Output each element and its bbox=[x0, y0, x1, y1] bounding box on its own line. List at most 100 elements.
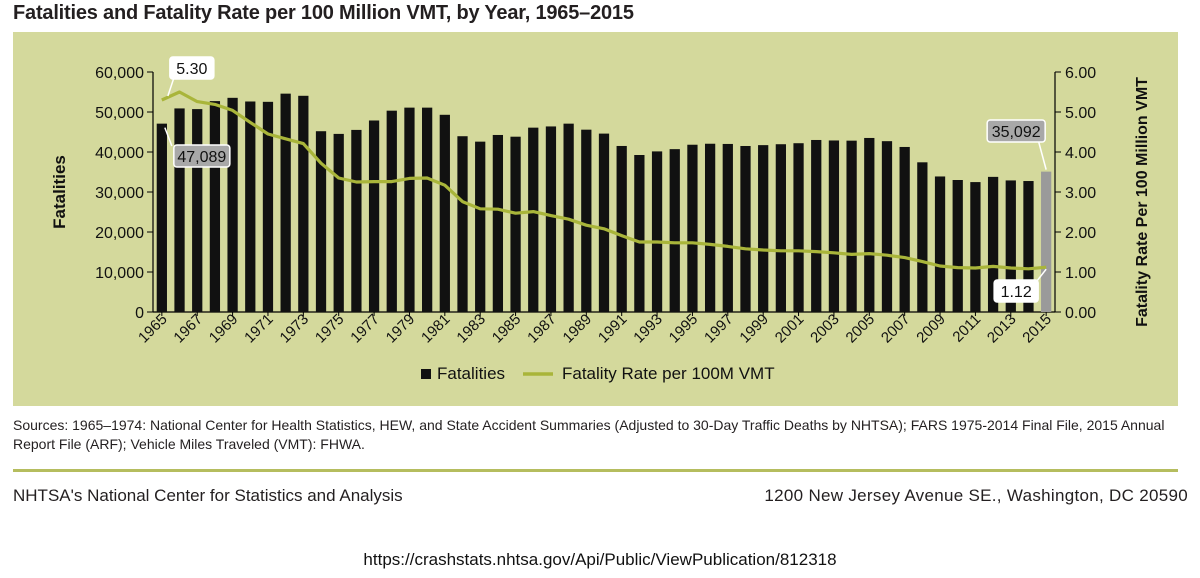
y2-axis-title: Fatality Rate Per 100 Million VMT bbox=[1134, 77, 1151, 327]
callout-leader bbox=[164, 127, 173, 147]
x-tick-label: 1991 bbox=[595, 311, 631, 347]
y-axis-title: Fatalities bbox=[50, 155, 69, 229]
bar-1968 bbox=[209, 101, 221, 312]
annotation-1965-rate: 5.30 bbox=[176, 61, 207, 78]
annotation-2015-fatalities: 35,092 bbox=[992, 124, 1041, 141]
chart-title: Fatalities and Fatality Rate per 100 Mil… bbox=[13, 2, 634, 24]
bar-2006 bbox=[881, 141, 893, 312]
x-tick-label: 1989 bbox=[560, 311, 596, 347]
rate-line bbox=[161, 90, 1047, 271]
footer-organization: NHTSA's National Center for Statistics a… bbox=[13, 486, 403, 505]
x-tick-label: 1975 bbox=[312, 311, 348, 347]
bar-1981 bbox=[439, 114, 450, 313]
bar-2001 bbox=[793, 143, 804, 312]
bar-1971 bbox=[262, 101, 274, 312]
x-tick-label: 1967 bbox=[170, 311, 206, 347]
x-tick-label: 1973 bbox=[277, 311, 313, 347]
y-tick-label: 40,000 bbox=[95, 145, 144, 162]
y2-tick-label: 0.00 bbox=[1065, 305, 1096, 322]
x-tick-label: 2015 bbox=[1019, 311, 1055, 347]
callout-leader bbox=[1037, 139, 1047, 170]
x-tick-label: 1997 bbox=[701, 311, 737, 347]
bar-1996 bbox=[704, 143, 716, 312]
bar-1974 bbox=[315, 131, 327, 312]
legend-label-rate: Fatality Rate per 100M VMT bbox=[562, 364, 775, 383]
bar-1987 bbox=[545, 126, 557, 312]
bar-2004 bbox=[846, 140, 857, 312]
bar-1970 bbox=[245, 101, 256, 312]
bar-1989 bbox=[581, 129, 592, 312]
bar-2005 bbox=[864, 137, 875, 312]
x-tick-label: 1983 bbox=[453, 311, 489, 347]
bar-1976 bbox=[351, 129, 362, 312]
x-tick-label: 1985 bbox=[489, 311, 525, 347]
x-tick-label: 2005 bbox=[843, 311, 879, 347]
x-tick-label: 1981 bbox=[418, 311, 454, 347]
y2-tick-label: 1.00 bbox=[1065, 265, 1096, 282]
bar-1994 bbox=[669, 149, 680, 312]
bar-2012 bbox=[987, 176, 999, 312]
bar-1975 bbox=[333, 133, 344, 312]
bar-1965 bbox=[156, 123, 167, 312]
legend-label-fatalities: Fatalities bbox=[437, 364, 505, 383]
bar-2007 bbox=[899, 146, 910, 312]
chart-svg: 0 10,000 20,000 30,000 40,000 50,000 60,000 0.0… bbox=[50, 56, 1151, 383]
x-tick-label: 2009 bbox=[913, 311, 949, 347]
x-tick-label: 1969 bbox=[206, 311, 242, 347]
annotation-2015-rate-box bbox=[993, 279, 1039, 303]
x-tick-label: 2001 bbox=[772, 311, 808, 347]
bar-2003 bbox=[828, 140, 840, 312]
y2-tick-label: 5.00 bbox=[1065, 105, 1096, 122]
bar-2009 bbox=[934, 176, 946, 312]
bar-1997 bbox=[722, 143, 733, 312]
x-tick-label: 1995 bbox=[666, 311, 702, 347]
bar-1992 bbox=[634, 155, 645, 312]
bar-2013 bbox=[1005, 180, 1016, 312]
annotation-2015-fatalities-box bbox=[986, 119, 1046, 143]
x-tick-label: 1993 bbox=[630, 311, 666, 347]
y2-tick-label: 4.00 bbox=[1065, 145, 1096, 162]
bar-1969 bbox=[227, 97, 238, 312]
x-tick-label: 2007 bbox=[878, 311, 914, 347]
y2-tick-label: 2.00 bbox=[1065, 225, 1096, 242]
bar-1972 bbox=[280, 93, 291, 312]
bar-1990 bbox=[598, 133, 610, 312]
x-tick-label: 1977 bbox=[347, 311, 383, 347]
bar-1977 bbox=[368, 120, 380, 312]
bar-1998 bbox=[740, 145, 751, 312]
bar-1979 bbox=[404, 107, 415, 313]
x-tick-label: 1971 bbox=[241, 311, 277, 347]
bar-2000 bbox=[775, 144, 786, 312]
annotation-1965-fatalities: 47,089 bbox=[177, 149, 226, 166]
bar-2002 bbox=[811, 139, 822, 312]
x-tick-label: 1999 bbox=[736, 311, 772, 347]
bar-1993 bbox=[651, 151, 663, 312]
annotation-1965-fatalities-box bbox=[173, 144, 231, 168]
sources-note: Sources: 1965–1974: National Center for … bbox=[13, 417, 1165, 452]
footer-address: 1200 New Jersey Avenue SE., Washington, … bbox=[764, 486, 1188, 505]
chart-panel: 0 10,000 20,000 30,000 40,000 50,000 60,000 0.0… bbox=[13, 32, 1178, 406]
y-tick-label: 20,000 bbox=[95, 225, 144, 242]
annotation-2015-rate: 1.12 bbox=[1001, 284, 1032, 301]
callout-leader bbox=[167, 77, 175, 97]
x-tick-label: 2011 bbox=[949, 311, 984, 346]
bar-1995 bbox=[687, 144, 698, 312]
bar-2011 bbox=[970, 182, 981, 312]
bar-1991 bbox=[616, 145, 627, 312]
source-url[interactable]: https://crashstats.nhtsa.gov/Api/Public/… bbox=[363, 550, 837, 569]
x-tick-label: 2003 bbox=[807, 311, 843, 347]
bar-2008 bbox=[917, 162, 928, 312]
bar-2010 bbox=[952, 180, 963, 312]
bar-2014 bbox=[1023, 181, 1034, 312]
bar-1978 bbox=[386, 110, 397, 313]
bar-1967 bbox=[192, 109, 203, 312]
legend-swatch-fatalities bbox=[421, 369, 431, 379]
callout-leader bbox=[1035, 268, 1047, 283]
x-tick-label: 1979 bbox=[383, 311, 419, 347]
y-tick-label: 10,000 bbox=[95, 265, 144, 282]
bar-1982 bbox=[457, 136, 468, 312]
y-tick-label: 30,000 bbox=[95, 185, 144, 202]
bar-1966 bbox=[174, 108, 185, 312]
bar-1980 bbox=[422, 107, 433, 312]
y2-tick-label: 6.00 bbox=[1065, 65, 1096, 82]
